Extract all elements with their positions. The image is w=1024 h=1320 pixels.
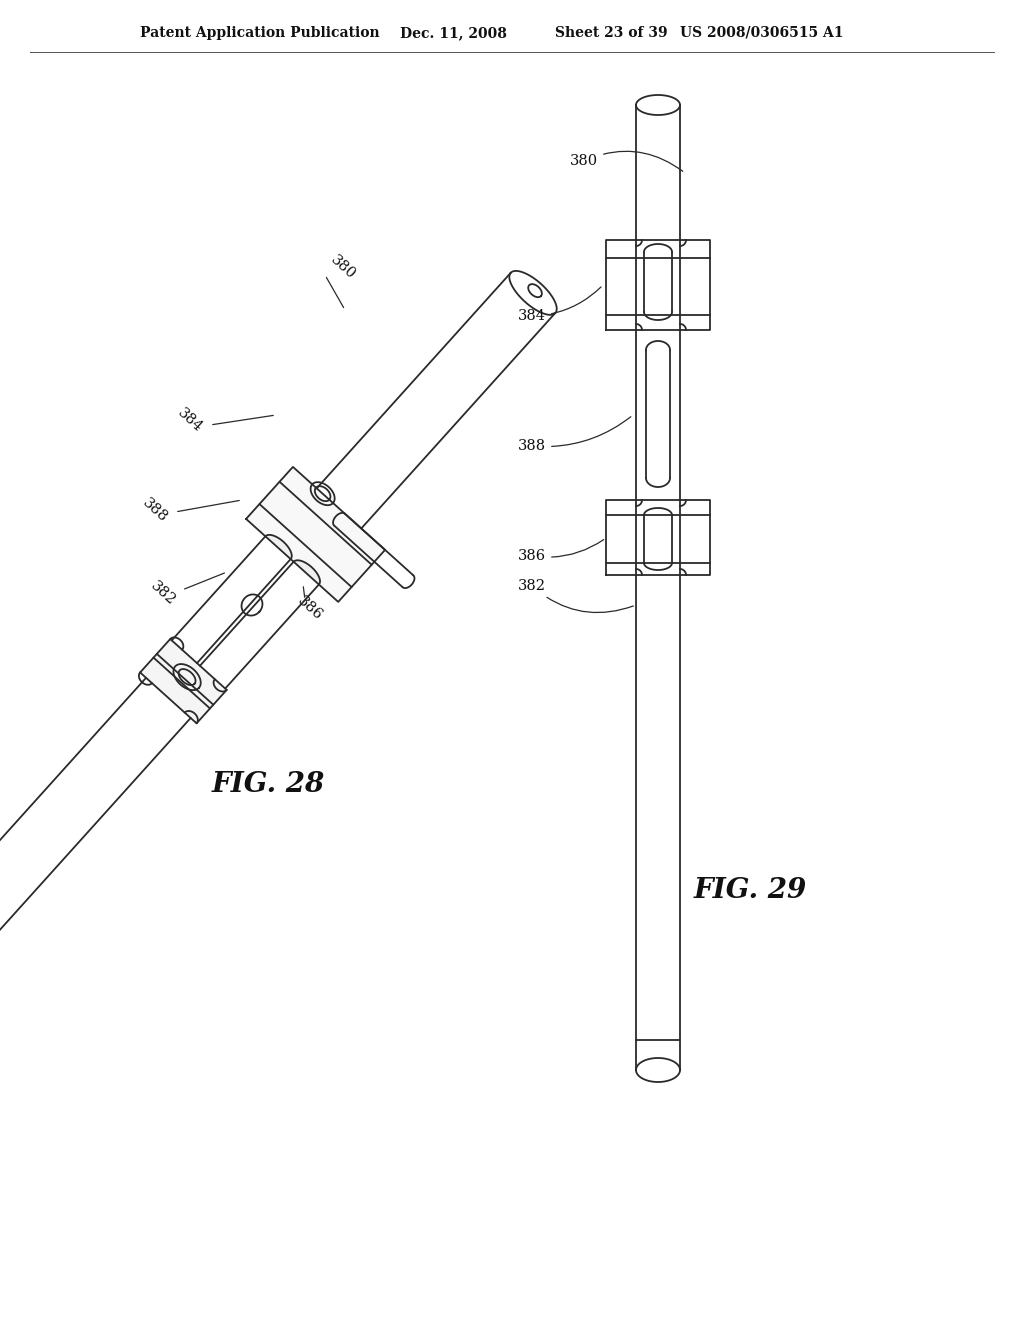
Text: 386: 386 <box>518 540 604 564</box>
Polygon shape <box>636 95 680 106</box>
Polygon shape <box>646 341 670 350</box>
Text: 384: 384 <box>175 405 205 434</box>
Text: 380: 380 <box>570 152 683 172</box>
Text: 380: 380 <box>328 252 358 281</box>
Polygon shape <box>606 500 710 576</box>
Polygon shape <box>606 240 710 330</box>
Text: 382: 382 <box>518 579 634 612</box>
Polygon shape <box>636 1071 680 1082</box>
Polygon shape <box>140 639 226 723</box>
Text: Dec. 11, 2008: Dec. 11, 2008 <box>400 26 507 40</box>
Text: FIG. 28: FIG. 28 <box>211 771 325 799</box>
Polygon shape <box>246 467 385 602</box>
Text: 382: 382 <box>148 578 178 607</box>
Polygon shape <box>646 478 670 487</box>
Text: FIG. 29: FIG. 29 <box>693 876 807 903</box>
Polygon shape <box>294 560 319 585</box>
Polygon shape <box>511 271 557 313</box>
Text: 384: 384 <box>518 286 601 323</box>
Text: 388: 388 <box>140 495 170 524</box>
Text: 386: 386 <box>295 594 326 623</box>
Text: Patent Application Publication: Patent Application Publication <box>140 26 380 40</box>
Text: US 2008/0306515 A1: US 2008/0306515 A1 <box>680 26 844 40</box>
Text: Sheet 23 of 39: Sheet 23 of 39 <box>555 26 668 40</box>
Polygon shape <box>265 535 292 560</box>
Text: 388: 388 <box>518 417 631 453</box>
